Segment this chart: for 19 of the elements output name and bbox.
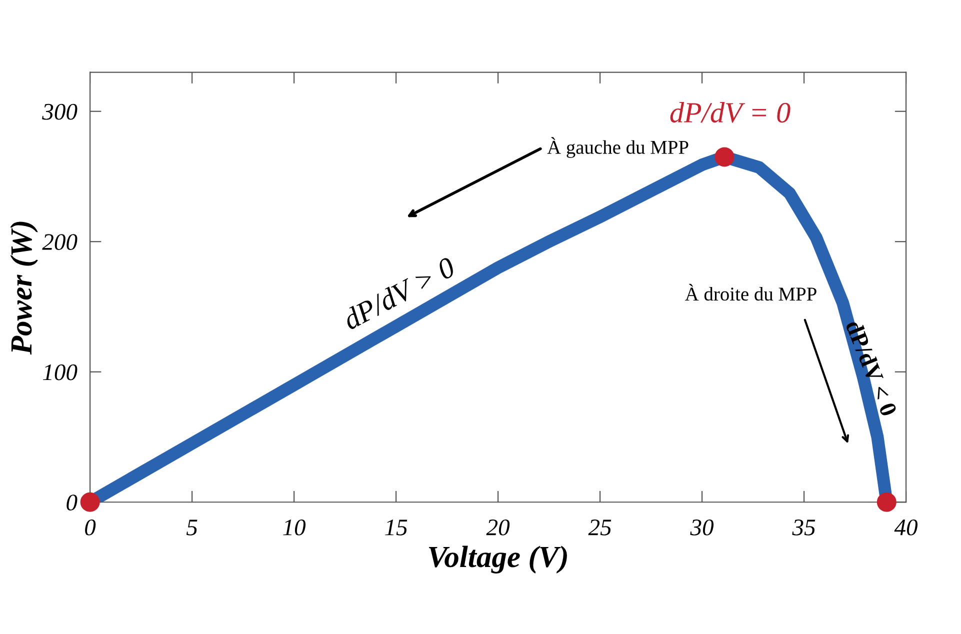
y-tick-label: 200 xyxy=(42,234,78,250)
x-tick-label: 30 xyxy=(690,519,714,536)
annotation: dP/dV < 0 xyxy=(845,318,898,418)
x-tick-label: 20 xyxy=(486,519,510,536)
x-axis-title: Voltage (V) xyxy=(428,546,567,574)
x-tick-label: 0 xyxy=(85,519,96,536)
x-tick-label: 40 xyxy=(894,519,918,536)
y-tick-label: 100 xyxy=(42,364,78,380)
y-tick-label: 0 xyxy=(66,494,78,511)
annotation: À gauche du MPP xyxy=(547,137,688,158)
y-axis-title: Power (W) xyxy=(10,222,38,355)
x-tick-label: 10 xyxy=(283,519,306,536)
x-tick-label: 15 xyxy=(385,520,408,536)
annotation: dP/dV = 0 xyxy=(670,102,790,123)
annotation: À droite du MPP xyxy=(685,284,816,301)
x-tick-label: 35 xyxy=(792,520,816,536)
y-tick-label: 300 xyxy=(42,104,78,120)
x-tick-label: 5 xyxy=(186,520,198,536)
x-tick-label: 25 xyxy=(588,520,612,536)
